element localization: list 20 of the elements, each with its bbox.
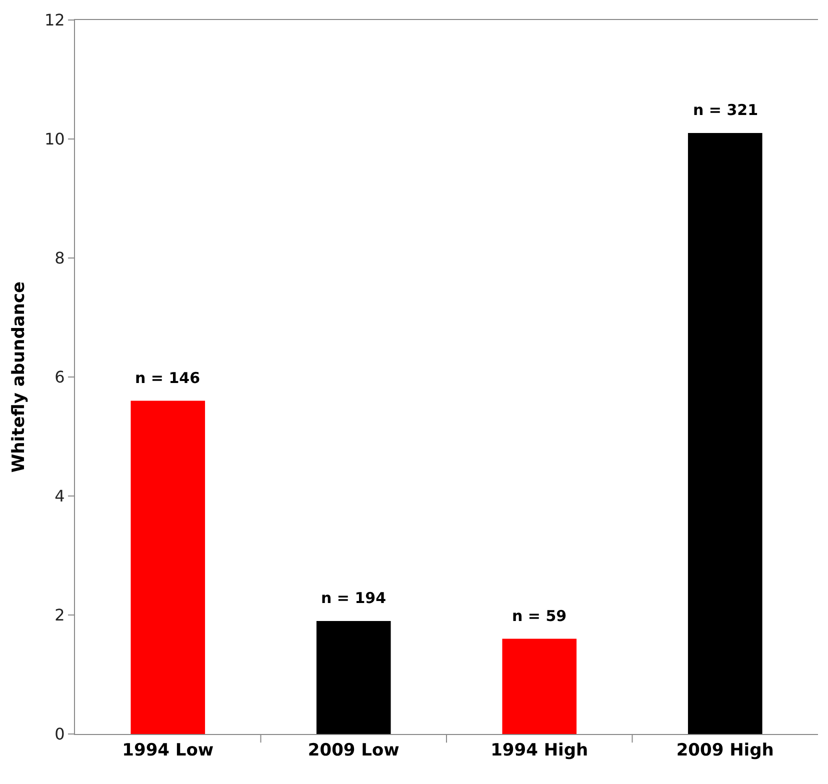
x-tick-label: 1994 High	[490, 740, 588, 760]
x-tick-label: 2009 Low	[308, 740, 400, 760]
bar	[502, 638, 577, 734]
x-tick-label: 1994 Low	[122, 740, 214, 760]
y-tick-label: 12	[44, 10, 65, 30]
bar	[130, 400, 206, 734]
annotation: n = 59	[512, 607, 567, 625]
annotation: n = 194	[321, 589, 386, 607]
y-tick-label: 8	[54, 248, 65, 268]
y-tick-label: 4	[54, 486, 65, 506]
bar	[688, 133, 762, 734]
y-axis-title: Whitefly abundance	[8, 281, 29, 473]
x-tick-label: 2009 High	[676, 740, 774, 760]
annotation: n = 321	[693, 101, 758, 119]
annotation: n = 146	[135, 369, 200, 387]
y-tick-label: 2	[54, 606, 65, 625]
y-tick-label: 6	[54, 368, 65, 387]
y-tick-label: 10	[44, 130, 65, 149]
y-tick-label: 0	[54, 724, 65, 744]
bar	[316, 620, 391, 734]
